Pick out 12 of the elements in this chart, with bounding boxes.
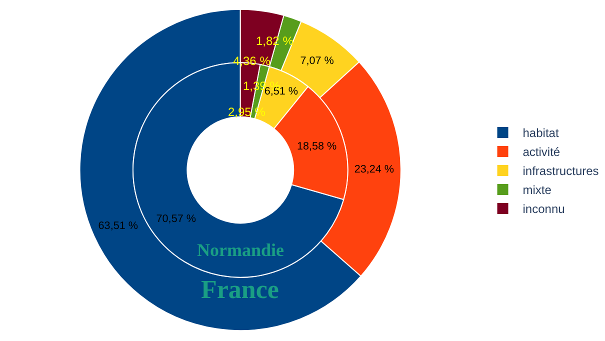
legend-label: activité [522, 145, 560, 160]
legend-label: mixte [522, 183, 552, 198]
slice-label: France [201, 275, 279, 304]
data-label: 18,58 % [296, 140, 338, 152]
data-label: 70,57 % [156, 212, 196, 225]
data-label: 23,24 % [354, 164, 394, 176]
data-label: 63,51 % [98, 220, 138, 232]
legend-label: inconnu [522, 202, 565, 216]
legend-label: habitat [522, 126, 560, 140]
legend-label: infrastructures [522, 164, 599, 178]
data-label: 7,07 % [300, 54, 334, 67]
slice-label: Normandie [197, 240, 284, 260]
